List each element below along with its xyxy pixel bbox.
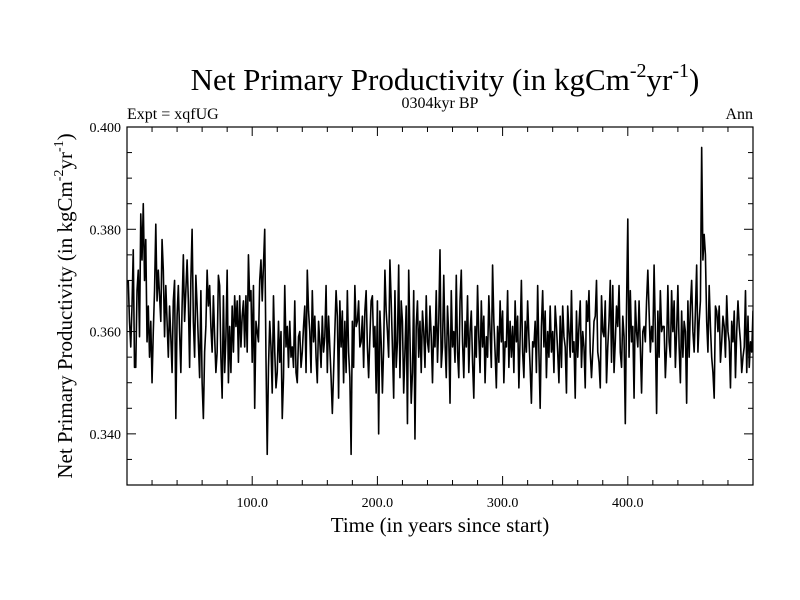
- season-label: Ann: [725, 106, 753, 123]
- npp-series-line: [127, 146, 753, 456]
- chart-subtitle: 0304kyr BP: [402, 95, 479, 112]
- x-tick-label: 200.0: [362, 496, 394, 511]
- y-tick-label: 0.360: [90, 326, 122, 341]
- chart-title-main: Net Primary Productivity (in kgCm: [191, 62, 630, 97]
- y-tick-label: 0.380: [90, 223, 122, 238]
- chart-title-mid: yr: [646, 62, 673, 97]
- experiment-label: Expt = xqfUG: [127, 106, 219, 123]
- y-axis-title-sup2: -1: [52, 140, 67, 152]
- y-axis-title-main: Net Primary Productivity (in kgCm: [53, 181, 77, 478]
- chart-title-end: ): [689, 62, 699, 97]
- y-axis-title-sup1: -2: [52, 170, 67, 182]
- chart-title-sup1: -2: [630, 60, 647, 82]
- x-tick-label: 400.0: [612, 496, 644, 511]
- x-axis-title: Time (in years since start): [331, 513, 550, 537]
- plot-frame: [126, 126, 754, 486]
- x-tick-label: 300.0: [487, 496, 519, 511]
- chart-title-sup2: -1: [672, 60, 689, 82]
- y-axis-title-mid: yr: [53, 152, 77, 170]
- x-tick-label: 100.0: [236, 496, 268, 511]
- y-axis-title-end: ): [53, 133, 77, 140]
- y-tick-label: 0.340: [90, 428, 122, 443]
- y-tick-label: 0.400: [90, 121, 122, 136]
- chart-title: Net Primary Productivity (in kgCm-2yr-1): [191, 60, 700, 97]
- y-axis-title: Net Primary Productivity (in kgCm-2yr-1): [52, 133, 77, 478]
- axis-ticks: [127, 127, 753, 485]
- axis-tick-labels: 100.0 200.0 300.0 400.0 0.340 0.360 0.380 0.400: [90, 121, 644, 511]
